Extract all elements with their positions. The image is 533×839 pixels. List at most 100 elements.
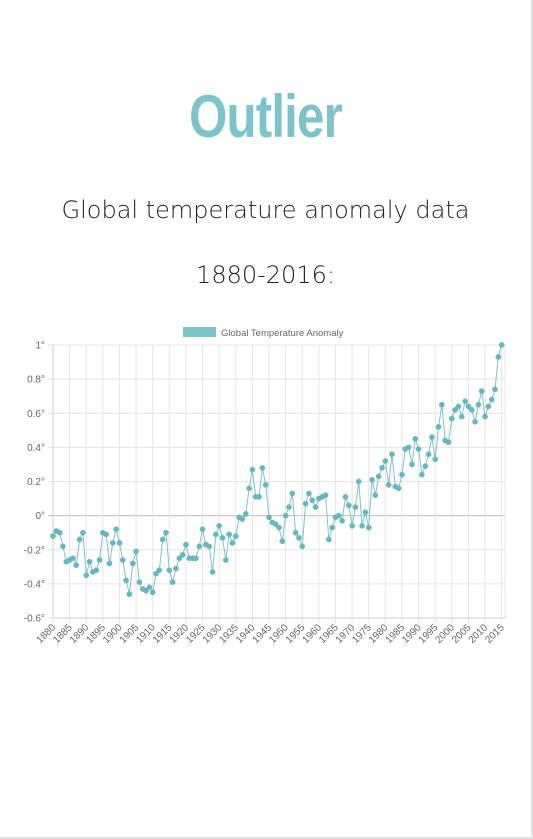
data-point[interactable]: [119, 557, 126, 563]
data-point[interactable]: [302, 500, 309, 507]
data-point[interactable]: [448, 415, 455, 422]
data-point[interactable]: [435, 424, 442, 430]
data-point[interactable]: [76, 536, 83, 543]
data-point[interactable]: [272, 521, 279, 528]
data-point[interactable]: [86, 558, 93, 565]
data-point[interactable]: [429, 434, 435, 440]
data-point[interactable]: [266, 514, 272, 521]
data-point[interactable]: [399, 471, 405, 478]
data-point[interactable]: [109, 540, 116, 546]
data-point[interactable]: [326, 536, 332, 543]
data-point[interactable]: [282, 512, 289, 519]
data-point[interactable]: [199, 526, 206, 533]
data-point[interactable]: [239, 516, 246, 522]
data-point[interactable]: [458, 413, 465, 420]
data-point[interactable]: [173, 565, 179, 572]
data-point[interactable]: [60, 543, 66, 550]
data-point[interactable]: [222, 557, 229, 563]
data-point[interactable]: [415, 446, 422, 452]
data-point[interactable]: [312, 504, 319, 510]
data-point[interactable]: [478, 388, 485, 394]
data-point[interactable]: [229, 540, 236, 546]
data-point[interactable]: [143, 587, 149, 594]
data-point[interactable]: [385, 482, 392, 488]
data-point[interactable]: [169, 579, 176, 586]
data-point[interactable]: [73, 562, 80, 568]
data-point[interactable]: [259, 465, 266, 471]
data-point[interactable]: [116, 540, 123, 546]
data-point[interactable]: [475, 401, 482, 408]
data-point[interactable]: [216, 523, 223, 529]
data-point[interactable]: [103, 531, 110, 538]
data-point[interactable]: [232, 533, 239, 539]
data-point[interactable]: [432, 456, 439, 463]
data-point[interactable]: [286, 504, 292, 510]
data-point[interactable]: [292, 529, 299, 536]
data-point[interactable]: [50, 533, 56, 539]
data-point[interactable]: [276, 524, 282, 531]
data-point[interactable]: [468, 406, 475, 413]
data-point[interactable]: [382, 458, 389, 464]
data-point[interactable]: [335, 512, 342, 519]
data-point[interactable]: [219, 534, 226, 541]
data-point[interactable]: [405, 444, 412, 451]
data-point[interactable]: [299, 543, 306, 550]
data-point[interactable]: [472, 418, 478, 425]
data-point[interactable]: [279, 538, 286, 545]
data-point[interactable]: [153, 570, 159, 577]
data-point[interactable]: [123, 577, 129, 584]
data-point[interactable]: [289, 490, 296, 497]
data-point[interactable]: [56, 529, 63, 536]
data-point[interactable]: [70, 555, 76, 562]
data-point[interactable]: [425, 451, 432, 458]
data-point[interactable]: [412, 435, 419, 442]
data-point[interactable]: [322, 492, 329, 498]
data-point[interactable]: [136, 579, 143, 586]
data-point[interactable]: [296, 534, 302, 541]
data-point[interactable]: [329, 524, 336, 531]
data-point[interactable]: [495, 354, 502, 360]
data-point[interactable]: [196, 543, 203, 550]
data-point[interactable]: [213, 531, 219, 538]
data-point[interactable]: [83, 572, 90, 579]
data-point[interactable]: [133, 548, 139, 555]
data-point[interactable]: [183, 541, 189, 548]
data-point[interactable]: [126, 591, 133, 597]
data-point[interactable]: [422, 463, 429, 469]
chart-legend[interactable]: Global Temperature Anomaly: [183, 327, 344, 339]
data-point[interactable]: [80, 529, 86, 536]
data-point[interactable]: [389, 451, 395, 458]
data-point[interactable]: [242, 511, 249, 517]
data-point[interactable]: [309, 497, 316, 504]
data-point[interactable]: [206, 543, 213, 550]
brand-logo[interactable]: Outlier: [189, 83, 343, 150]
data-point[interactable]: [249, 466, 256, 473]
data-point[interactable]: [106, 560, 113, 567]
data-point[interactable]: [345, 502, 352, 509]
data-point[interactable]: [419, 471, 425, 478]
data-point[interactable]: [352, 504, 359, 510]
data-point[interactable]: [166, 567, 173, 574]
data-point[interactable]: [146, 584, 153, 591]
data-point[interactable]: [193, 555, 199, 562]
data-point[interactable]: [492, 386, 498, 393]
data-point[interactable]: [159, 536, 166, 543]
data-point[interactable]: [355, 478, 362, 485]
data-point[interactable]: [156, 567, 163, 574]
data-point[interactable]: [372, 492, 379, 498]
data-point[interactable]: [262, 482, 269, 488]
data-point[interactable]: [498, 342, 505, 348]
data-point[interactable]: [176, 555, 183, 562]
data-point[interactable]: [96, 557, 103, 563]
data-point[interactable]: [395, 485, 402, 492]
data-point[interactable]: [179, 552, 186, 558]
data-point[interactable]: [369, 476, 375, 483]
data-point[interactable]: [445, 439, 452, 446]
data-point[interactable]: [163, 529, 169, 536]
data-point[interactable]: [485, 403, 492, 410]
data-point[interactable]: [482, 413, 488, 420]
data-point[interactable]: [349, 523, 355, 529]
data-point[interactable]: [488, 396, 495, 403]
data-point[interactable]: [226, 531, 232, 538]
data-point[interactable]: [362, 509, 369, 516]
